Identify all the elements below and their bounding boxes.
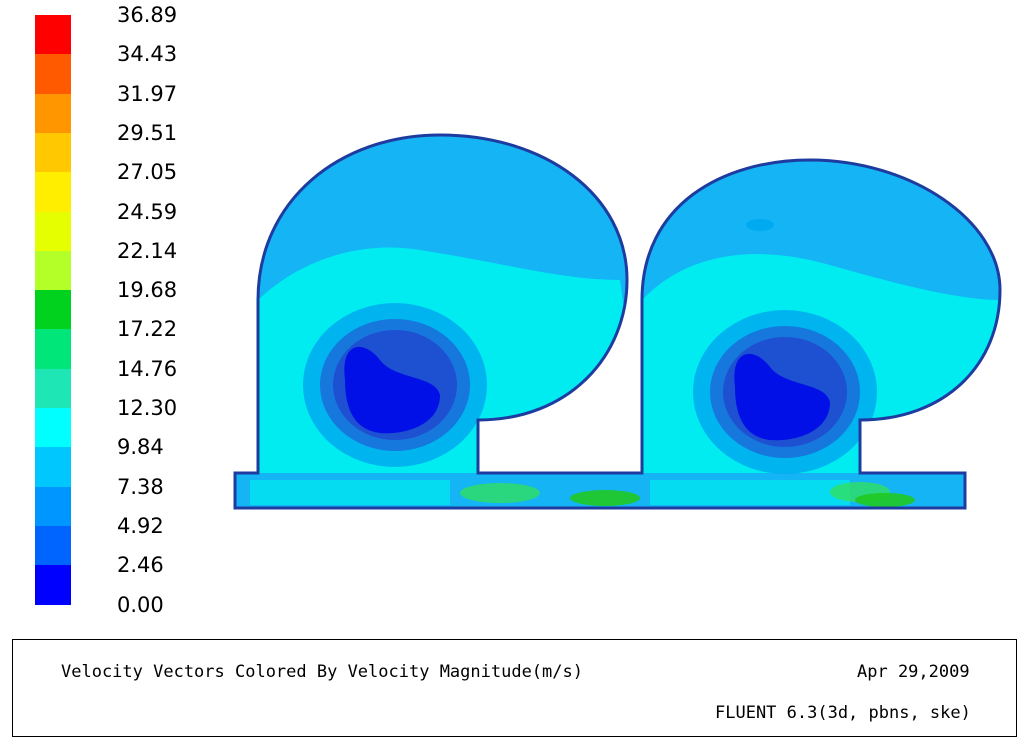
- colorbar-swatch: [35, 54, 71, 95]
- colorbar-swatch: [35, 290, 71, 330]
- colorbar-swatch: [35, 368, 71, 409]
- solver-info: FLUENT 6.3(3d, pbns, ske): [715, 703, 971, 723]
- channel-band-right: [650, 480, 850, 505]
- jet-left-b: [570, 490, 640, 506]
- colorbar-swatch: [35, 211, 71, 252]
- colorbar-swatch: [35, 408, 71, 448]
- colorbar-tick-label: 24.59: [117, 199, 178, 224]
- colorbar-tick-label: 19.68: [117, 278, 178, 303]
- colorbar-tick-label: 36.89: [117, 3, 178, 27]
- vortex-core-left: [344, 346, 440, 434]
- colorbar-swatch: [35, 329, 71, 370]
- colorbar-tick-label: 7.38: [117, 474, 164, 499]
- colorbar-swatch: [35, 172, 71, 212]
- plot-title: Velocity Vectors Colored By Velocity Mag…: [61, 662, 583, 682]
- colorbar-legend: 36.89 34.43 31.97 29.51 27.05 24.59 22.14 19.68…: [0, 0, 220, 640]
- colorbar-swatch: [35, 565, 71, 605]
- jet-right-b: [855, 493, 915, 507]
- colorbar-tick-label: 9.84: [117, 435, 164, 460]
- small-eddy: [746, 219, 774, 231]
- plot-date: Apr 29,2009: [857, 662, 970, 682]
- velocity-contour-plot: [233, 133, 1002, 510]
- colorbar-swatch: [35, 447, 71, 488]
- colorbar-tick-label: 34.43: [117, 42, 178, 67]
- colorbar-swatch: [35, 250, 71, 291]
- colorbar-swatch: [35, 93, 71, 134]
- colorbar-tick-label: 22.14: [117, 238, 178, 263]
- colorbar-swatch: [35, 15, 71, 55]
- vortex-core-right: [734, 353, 830, 441]
- domain-outline: [233, 133, 1002, 510]
- channel-band-left: [250, 480, 450, 505]
- colorbar-tick-label: 0.00: [117, 592, 164, 617]
- colorbar-swatch: [35, 132, 71, 173]
- colorbar-tick-label: 4.92: [117, 513, 164, 538]
- colorbar-swatch: [35, 486, 71, 527]
- colorbar-tick-label: 29.51: [117, 120, 178, 145]
- colorbar-tick-label: 14.76: [117, 356, 178, 381]
- jet-left-a: [460, 483, 540, 503]
- colorbar-tick-label: 17.22: [117, 317, 178, 342]
- colorbar-tick-label: 31.97: [117, 81, 178, 106]
- caption-box: Velocity Vectors Colored By Velocity Mag…: [12, 639, 1017, 737]
- colorbar-swatch: [35, 525, 71, 566]
- colorbar-tick-label: 2.46: [117, 553, 164, 578]
- colorbar-tick-label: 12.30: [117, 396, 178, 420]
- colorbar-tick-label: 27.05: [117, 160, 178, 185]
